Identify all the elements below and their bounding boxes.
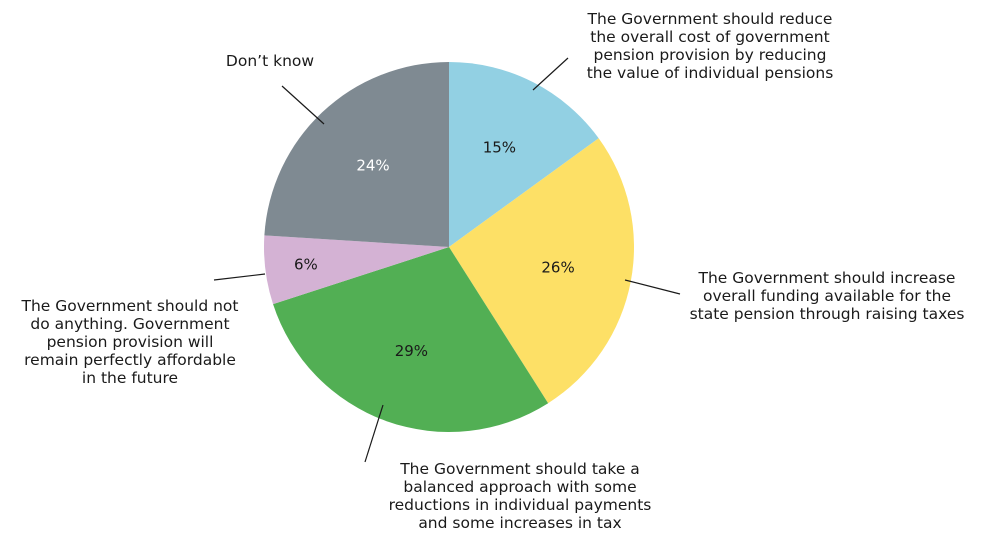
pie-slice-balanced-approach bbox=[273, 247, 549, 432]
pie-slice-do-nothing bbox=[264, 235, 449, 305]
leader-line-do-nothing bbox=[213, 273, 266, 281]
slice-label-increase-funding: The Government should increase overall f… bbox=[689, 269, 965, 323]
value-label-balanced-approach: 29% bbox=[395, 342, 428, 360]
pie-slice-increase-funding bbox=[449, 138, 635, 404]
slice-label-dont-know: Don’t know bbox=[225, 52, 315, 70]
leader-line-reduce-pensions bbox=[532, 57, 569, 91]
pie-slice-reduce-pensions bbox=[449, 62, 599, 247]
pie-slice-dont-know bbox=[264, 62, 449, 247]
slice-label-balanced-approach: The Government should take a balanced ap… bbox=[388, 460, 652, 532]
leader-line-balanced-approach bbox=[364, 404, 384, 463]
slice-label-reduce-pensions: The Government should reduce the overall… bbox=[586, 10, 834, 82]
value-label-reduce-pensions: 15% bbox=[483, 139, 516, 157]
value-label-increase-funding: 26% bbox=[541, 258, 574, 276]
slice-label-do-nothing: The Government should not do anything. G… bbox=[21, 297, 239, 387]
leader-line-dont-know bbox=[281, 85, 325, 125]
value-label-do-nothing: 6% bbox=[294, 256, 318, 274]
value-label-dont-know: 24% bbox=[356, 157, 389, 175]
leader-line-increase-funding bbox=[624, 279, 681, 295]
